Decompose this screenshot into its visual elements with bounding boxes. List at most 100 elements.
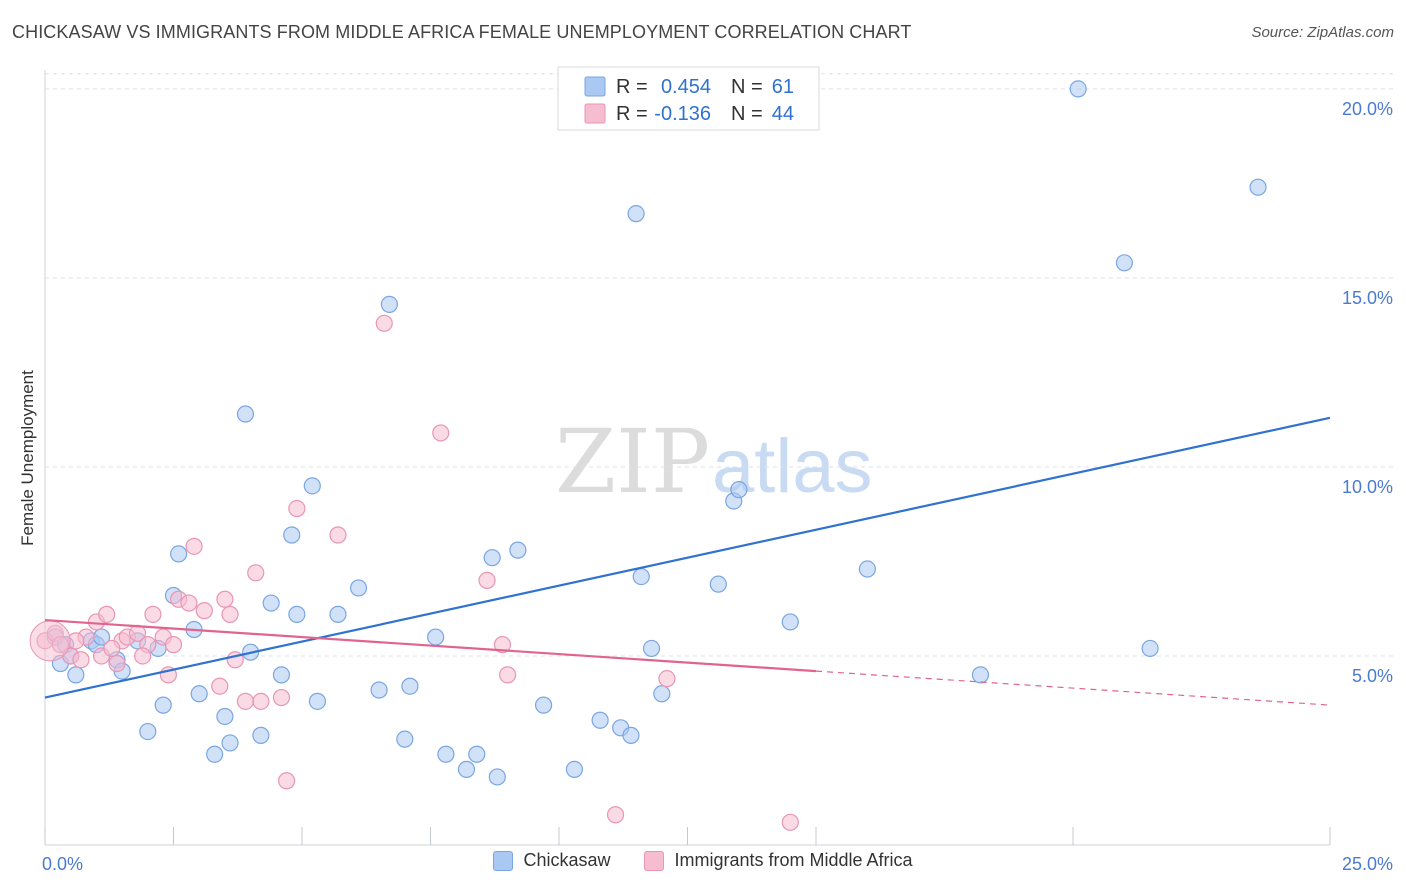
chickasaw-point[interactable] bbox=[781, 613, 799, 631]
stats-n-value: 44 bbox=[772, 103, 794, 125]
immigrants-point[interactable] bbox=[781, 813, 799, 831]
y-tick-label: 15.0% bbox=[1342, 288, 1393, 308]
chickasaw-point[interactable] bbox=[1141, 639, 1159, 658]
y-tick-label: 5.0% bbox=[1352, 666, 1393, 686]
chickasaw-point[interactable] bbox=[534, 696, 553, 714]
immigrants-point[interactable] bbox=[216, 590, 234, 608]
immigrants-point[interactable] bbox=[606, 806, 625, 824]
chickasaw-point[interactable] bbox=[380, 295, 398, 313]
immigrants-point[interactable] bbox=[72, 651, 90, 669]
chickasaw-point[interactable] bbox=[67, 666, 85, 684]
immigrants-point[interactable] bbox=[221, 605, 239, 623]
chickasaw-point[interactable] bbox=[206, 745, 224, 763]
chickasaw-point[interactable] bbox=[154, 696, 172, 714]
chickasaw-point[interactable] bbox=[349, 579, 368, 597]
chickasaw-point[interactable] bbox=[622, 726, 640, 744]
chickasaw-point[interactable] bbox=[370, 681, 388, 699]
stats-r-label: R = bbox=[616, 103, 648, 125]
immigrants-point[interactable] bbox=[478, 571, 496, 589]
watermark-zip: ZIP bbox=[555, 410, 710, 513]
stats-n-label: N = bbox=[731, 103, 763, 125]
immigrants-point[interactable] bbox=[144, 605, 162, 623]
stats-swatch bbox=[584, 76, 606, 97]
chickasaw-point[interactable] bbox=[591, 711, 609, 729]
chickasaw-point[interactable] bbox=[236, 405, 255, 423]
chickasaw-point[interactable] bbox=[396, 730, 414, 748]
immigrants-point[interactable] bbox=[185, 537, 203, 555]
chickasaw-point[interactable] bbox=[1249, 178, 1267, 196]
legend-swatch-chickasaw bbox=[493, 850, 514, 871]
chickasaw-point[interactable] bbox=[427, 628, 445, 646]
bottom-legend: Chickasaw Immigrants from Middle Africa bbox=[0, 850, 1406, 871]
chickasaw-point[interactable] bbox=[1115, 254, 1134, 272]
chickasaw-point[interactable] bbox=[483, 549, 501, 567]
immigrants-point[interactable] bbox=[211, 677, 229, 695]
legend-label-chickasaw: Chickasaw bbox=[523, 850, 611, 870]
chickasaw-point[interactable] bbox=[288, 605, 306, 623]
immigrants-point[interactable] bbox=[272, 688, 291, 707]
chickasaw-point[interactable] bbox=[488, 768, 506, 786]
chickasaw-point[interactable] bbox=[632, 567, 650, 586]
legend-item-immigrants[interactable]: Immigrants from Middle Africa bbox=[644, 850, 913, 871]
chickasaw-point[interactable] bbox=[437, 745, 455, 763]
immigrants-point[interactable] bbox=[236, 692, 255, 710]
immigrants-trend-extension bbox=[815, 670, 1331, 706]
chickasaw-point[interactable] bbox=[308, 692, 327, 710]
chickasaw-point[interactable] bbox=[221, 734, 239, 752]
x-tick-label: 25.0% bbox=[1342, 854, 1393, 874]
chickasaw-point[interactable] bbox=[401, 677, 419, 695]
legend-swatch-immigrants bbox=[644, 850, 665, 871]
immigrants-point-cluster[interactable] bbox=[29, 620, 71, 662]
chickasaw-point[interactable] bbox=[709, 575, 727, 593]
chickasaw-point[interactable] bbox=[1069, 80, 1087, 98]
chickasaw-point[interactable] bbox=[642, 639, 661, 658]
legend-label-immigrants: Immigrants from Middle Africa bbox=[674, 850, 913, 870]
immigrants-point[interactable] bbox=[247, 564, 265, 582]
stats-n-value: 61 bbox=[772, 76, 794, 98]
chickasaw-point[interactable] bbox=[170, 545, 188, 563]
y-tick-label: 20.0% bbox=[1342, 99, 1393, 119]
legend-item-chickasaw[interactable]: Chickasaw bbox=[493, 850, 610, 871]
immigrants-point[interactable] bbox=[195, 602, 213, 620]
x-tick-label: 0.0% bbox=[42, 854, 83, 874]
chickasaw-point[interactable] bbox=[272, 666, 291, 684]
immigrants-point[interactable] bbox=[329, 526, 347, 544]
stats-r-value: 0.454 bbox=[661, 76, 711, 98]
chickasaw-point[interactable] bbox=[509, 541, 527, 559]
chickasaw-point[interactable] bbox=[653, 685, 671, 703]
chickasaw-point[interactable] bbox=[468, 745, 486, 763]
chickasaw-point[interactable] bbox=[139, 722, 157, 741]
chickasaw-point[interactable] bbox=[216, 707, 234, 726]
immigrants-point[interactable] bbox=[277, 772, 296, 790]
immigrants-point[interactable] bbox=[164, 636, 183, 654]
immigrants-point[interactable] bbox=[108, 654, 126, 673]
chickasaw-point[interactable] bbox=[303, 477, 321, 495]
immigrants-point[interactable] bbox=[288, 499, 306, 518]
chickasaw-point[interactable] bbox=[858, 560, 877, 578]
immigrants-point[interactable] bbox=[493, 636, 512, 654]
immigrants-trend-line bbox=[44, 618, 817, 673]
chickasaw-point[interactable] bbox=[262, 594, 280, 612]
chart-title: CHICKASAW VS IMMIGRANTS FROM MIDDLE AFRI… bbox=[12, 22, 912, 42]
immigrants-point[interactable] bbox=[432, 424, 450, 442]
chickasaw-point[interactable] bbox=[283, 526, 301, 544]
immigrants-point[interactable] bbox=[98, 605, 116, 623]
source-label[interactable]: Source: ZipAtlas.com bbox=[1251, 24, 1394, 41]
stats-r-value: -0.136 bbox=[654, 103, 711, 125]
chickasaw-point[interactable] bbox=[457, 760, 476, 778]
chickasaw-point[interactable] bbox=[190, 685, 208, 703]
chickasaw-point[interactable] bbox=[627, 205, 645, 223]
chickasaw-point[interactable] bbox=[730, 481, 748, 499]
chickasaw-point[interactable] bbox=[329, 605, 347, 623]
immigrants-point[interactable] bbox=[134, 647, 152, 665]
immigrants-point[interactable] bbox=[375, 314, 393, 332]
immigrants-point[interactable] bbox=[499, 666, 517, 684]
immigrants-point[interactable] bbox=[103, 639, 121, 658]
chickasaw-point[interactable] bbox=[565, 760, 584, 778]
chickasaw-point[interactable] bbox=[252, 726, 270, 744]
immigrants-point[interactable] bbox=[252, 692, 270, 710]
immigrants-point[interactable] bbox=[180, 594, 198, 612]
immigrants-point[interactable] bbox=[658, 670, 676, 688]
chickasaw-point[interactable] bbox=[971, 666, 990, 684]
